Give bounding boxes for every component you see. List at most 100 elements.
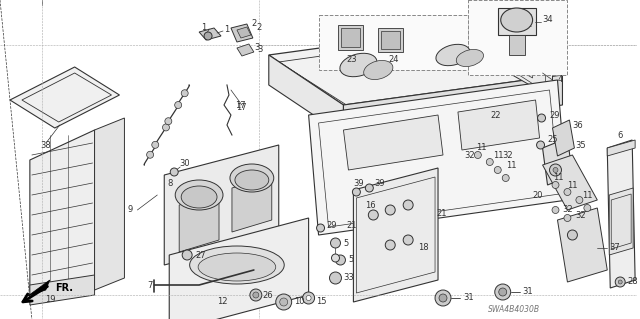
Text: 10: 10 bbox=[294, 298, 304, 307]
Text: 17: 17 bbox=[235, 100, 246, 109]
Text: 5: 5 bbox=[344, 239, 349, 248]
Circle shape bbox=[474, 152, 481, 159]
Ellipse shape bbox=[500, 8, 532, 32]
Circle shape bbox=[170, 168, 178, 176]
Text: 11: 11 bbox=[476, 143, 486, 152]
Polygon shape bbox=[378, 28, 403, 52]
Circle shape bbox=[147, 151, 154, 158]
Circle shape bbox=[317, 224, 324, 232]
Text: 11: 11 bbox=[554, 174, 564, 182]
Circle shape bbox=[335, 255, 346, 265]
Circle shape bbox=[250, 289, 262, 301]
Text: 2: 2 bbox=[252, 19, 257, 27]
Text: 23: 23 bbox=[346, 56, 357, 64]
Circle shape bbox=[365, 184, 373, 192]
Circle shape bbox=[175, 101, 182, 108]
Polygon shape bbox=[269, 25, 563, 105]
Ellipse shape bbox=[456, 49, 483, 67]
Circle shape bbox=[499, 288, 507, 296]
Text: 19: 19 bbox=[45, 295, 55, 305]
Text: 8: 8 bbox=[167, 179, 173, 188]
Polygon shape bbox=[607, 140, 635, 288]
Polygon shape bbox=[30, 275, 95, 305]
Circle shape bbox=[576, 197, 583, 204]
Polygon shape bbox=[543, 155, 597, 210]
Text: 31: 31 bbox=[463, 293, 474, 302]
Polygon shape bbox=[488, 35, 552, 98]
Text: 35: 35 bbox=[575, 140, 586, 150]
Circle shape bbox=[253, 292, 259, 298]
Bar bbox=[509, 35, 525, 55]
Polygon shape bbox=[319, 15, 468, 70]
Circle shape bbox=[564, 189, 571, 196]
Circle shape bbox=[403, 235, 413, 245]
Circle shape bbox=[536, 141, 545, 149]
Ellipse shape bbox=[340, 53, 377, 77]
Polygon shape bbox=[269, 55, 344, 135]
Text: 34: 34 bbox=[543, 16, 553, 25]
Ellipse shape bbox=[189, 246, 284, 284]
Text: 18: 18 bbox=[418, 243, 429, 253]
Text: 21: 21 bbox=[436, 209, 447, 218]
Polygon shape bbox=[543, 138, 572, 185]
Polygon shape bbox=[344, 75, 563, 135]
Polygon shape bbox=[30, 130, 95, 290]
Circle shape bbox=[276, 294, 292, 310]
Text: 1: 1 bbox=[201, 23, 206, 32]
Text: 32: 32 bbox=[563, 205, 573, 214]
Text: 5: 5 bbox=[348, 256, 354, 264]
Circle shape bbox=[385, 205, 396, 215]
Circle shape bbox=[552, 206, 559, 213]
Text: 30: 30 bbox=[179, 159, 190, 167]
Text: 28: 28 bbox=[627, 278, 638, 286]
Ellipse shape bbox=[235, 170, 269, 190]
Text: 9: 9 bbox=[127, 205, 132, 214]
Circle shape bbox=[385, 240, 396, 250]
Ellipse shape bbox=[198, 253, 276, 281]
Circle shape bbox=[439, 294, 447, 302]
Polygon shape bbox=[10, 67, 120, 128]
Text: 15: 15 bbox=[317, 298, 327, 307]
Text: 26: 26 bbox=[263, 291, 273, 300]
Circle shape bbox=[303, 292, 315, 304]
Circle shape bbox=[494, 167, 501, 174]
Text: 11: 11 bbox=[506, 160, 516, 169]
Ellipse shape bbox=[364, 61, 393, 79]
Polygon shape bbox=[28, 280, 50, 296]
Polygon shape bbox=[508, 48, 532, 78]
Text: 27: 27 bbox=[195, 251, 205, 261]
Text: 11: 11 bbox=[582, 190, 593, 199]
Text: 21: 21 bbox=[346, 220, 357, 229]
Polygon shape bbox=[169, 218, 308, 319]
Circle shape bbox=[182, 250, 192, 260]
Text: 6: 6 bbox=[617, 130, 623, 139]
Circle shape bbox=[280, 298, 288, 306]
Text: 29: 29 bbox=[326, 220, 337, 229]
Text: 3: 3 bbox=[257, 46, 262, 55]
Circle shape bbox=[553, 167, 558, 173]
Polygon shape bbox=[232, 176, 272, 232]
Polygon shape bbox=[179, 193, 219, 252]
Circle shape bbox=[181, 90, 188, 97]
Circle shape bbox=[502, 174, 509, 182]
Ellipse shape bbox=[181, 186, 217, 208]
Circle shape bbox=[332, 254, 339, 262]
Text: 31: 31 bbox=[523, 287, 533, 296]
Text: 39: 39 bbox=[374, 179, 385, 188]
Polygon shape bbox=[342, 28, 360, 47]
Circle shape bbox=[615, 277, 625, 287]
Circle shape bbox=[495, 284, 511, 300]
Text: FR.: FR. bbox=[55, 283, 73, 293]
Polygon shape bbox=[557, 208, 607, 282]
Circle shape bbox=[584, 204, 591, 211]
Polygon shape bbox=[339, 25, 364, 50]
Text: 17: 17 bbox=[236, 103, 246, 113]
Ellipse shape bbox=[175, 180, 223, 210]
Circle shape bbox=[353, 188, 360, 196]
Circle shape bbox=[564, 214, 571, 221]
Polygon shape bbox=[308, 80, 568, 235]
Polygon shape bbox=[237, 27, 251, 38]
Text: 20: 20 bbox=[532, 190, 543, 199]
Polygon shape bbox=[199, 28, 221, 40]
Circle shape bbox=[330, 238, 340, 248]
